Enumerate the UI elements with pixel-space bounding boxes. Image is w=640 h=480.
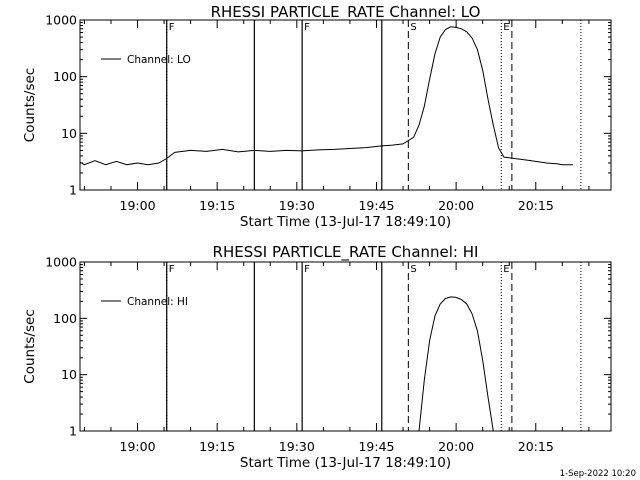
panel1-y-tick-label: 100 [53,69,77,84]
panel2-x-axis: 19:00 19:15 19:30 19:45 20:00 20:15 [83,262,590,454]
panel1-y-tick-label: 10 [61,126,77,141]
panel2-marker-letter: F [304,264,310,275]
panel1-marker-letter: F [304,22,310,33]
panel1-x-tick-label: 19:15 [199,198,235,213]
panel1-x-tick-label: 20:00 [438,198,474,213]
panel2-x-tick-label: 19:30 [279,439,315,454]
panel2-plot-frame [79,261,612,432]
panel1-x-tick-label: 19:45 [358,198,394,213]
panel1-marker-letter: S [410,22,416,33]
panel2-title: RHESSI PARTICLE_RATE Channel: HI [213,243,479,262]
panel1-x-axis-label: Start Time (13-Jul-17 18:49:10) [240,214,451,230]
panel2-x-axis-label: Start Time (13-Jul-17 18:49:10) [240,455,451,471]
panel2-x-tick-label: 19:00 [120,439,156,454]
panel2-y-tick-label: 1000 [45,255,77,270]
panel2-x-tick-label: 20:15 [518,439,554,454]
panel2-marker-letter: E [503,264,509,275]
panel2-y-axis-label: Counts/sec [22,309,38,383]
panel1-chart: RHESSI PARTICLE_RATE Channel: LO 1 10 100 10… [22,3,612,230]
panel1-marker-letter: F [169,22,175,33]
panel1-legend-entry: Channel: LO [127,54,191,66]
panel2-x-tick-label: 19:45 [358,439,394,454]
panel2-legend-entry: Channel: HI [127,296,188,308]
panel2-marker-letter: F [169,264,175,275]
panel2-x-tick-label: 20:00 [438,439,474,454]
panel1-series-line [79,26,573,166]
panel2-chart: RHESSI PARTICLE_RATE Channel: HI 1 10 100 10… [22,243,612,471]
panel1-x-tick-label: 20:15 [518,198,554,213]
panel2-y-tick-label: 100 [53,311,77,326]
panel2-y-tick-label: 10 [61,367,77,382]
panel1-y-tick-label: 1 [69,183,77,198]
panel1-y-axis-label: Counts/sec [22,68,38,142]
panel1-x-tick-label: 19:00 [120,198,156,213]
panel1-plot-frame [79,19,612,191]
panel1-legend: Channel: LO [101,54,191,66]
panel1-marker-letter: E [503,22,509,33]
panel1-y-axis: 1 10 100 1000 [45,13,611,198]
panel2-y-tick-label: 1 [69,424,77,439]
panel1-x-axis: 19:00 19:15 19:30 19:45 20:00 20:15 [83,20,590,213]
panel2-series-line [418,296,494,432]
panel1-x-tick-label: 19:30 [279,198,315,213]
panel1-title: RHESSI PARTICLE_RATE Channel: LO [211,3,481,22]
panel2-x-tick-label: 19:15 [199,439,235,454]
panel2-legend: Channel: HI [101,296,188,308]
footer-timestamp: 1-Sep-2022 10:20 [560,469,636,479]
panel2-marker-letter: S [410,264,416,275]
panel1-y-tick-label: 1000 [45,13,77,28]
panel2-y-axis: 1 10 100 1000 [45,255,611,439]
